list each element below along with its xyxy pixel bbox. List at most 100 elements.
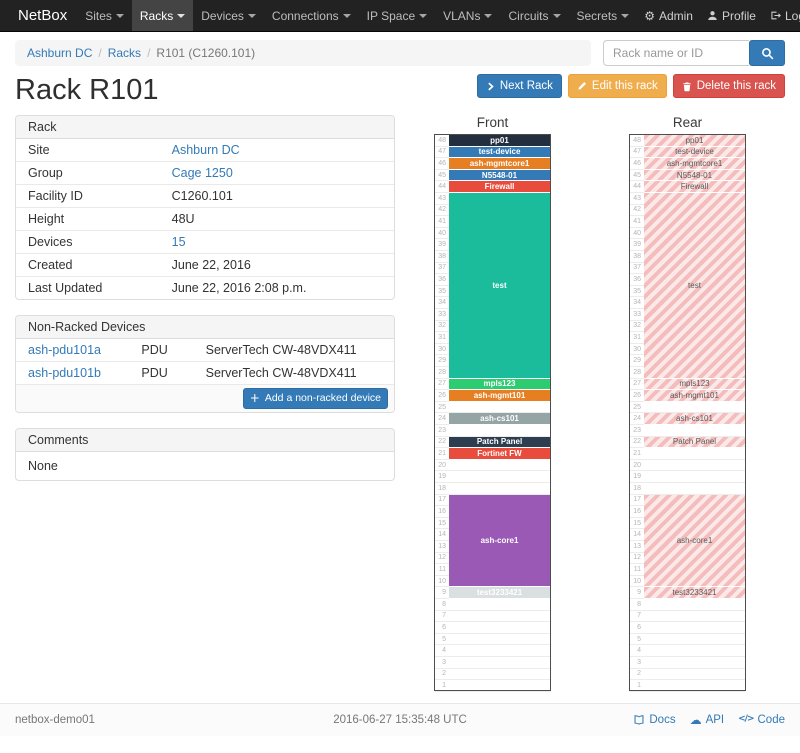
add-non-racked-device-button[interactable]: + Add a non-racked device	[242, 388, 388, 409]
unit-number: 16	[633, 507, 641, 515]
unit-number: 44	[438, 183, 446, 191]
unit-number: 8	[637, 600, 641, 608]
breadcrumb-link-ashburn-dc[interactable]: Ashburn DC	[27, 46, 93, 60]
unit-number: 15	[438, 519, 446, 527]
unit-number: 46	[438, 159, 446, 167]
rack-device-ash-cs101[interactable]: ash-cs101	[644, 413, 745, 425]
unit-number: 23	[438, 426, 446, 434]
unit-number: 38	[438, 252, 446, 260]
unit-number: 11	[438, 565, 446, 573]
footer-link-docs[interactable]: Docs	[633, 714, 676, 726]
attr-value-link[interactable]: Cage 1250	[171, 166, 233, 180]
rack-device-n5548-01[interactable]: N5548-01	[644, 169, 745, 182]
comments-panel: Comments None	[15, 427, 395, 481]
rack-device-n5548-01[interactable]: N5548-01	[449, 169, 550, 182]
unit-number: 22	[633, 438, 641, 446]
rack-unit-19: 19	[435, 471, 550, 483]
nav-item-log-out[interactable]: Log out	[763, 0, 800, 31]
rack-device-ash-mgmt101[interactable]: ash-mgmt101	[644, 390, 745, 402]
nav-item-profile[interactable]: Profile	[700, 0, 763, 31]
attr-value-link[interactable]: 15	[171, 235, 186, 249]
unit-number: 45	[633, 171, 641, 179]
non-racked-panel: Non-Racked Devices ash-pdu101a PDU ServerT…	[15, 315, 395, 413]
nav-item-admin[interactable]: ⚙ Admin	[637, 0, 700, 31]
nav-item-vlans[interactable]: VLANs	[435, 0, 500, 31]
rack-device-patch-panel[interactable]: Patch Panel	[644, 436, 745, 449]
rack-unit-6: 6	[630, 622, 745, 634]
rack-unit-23: 23	[435, 425, 550, 437]
delete-rack-button[interactable]: Delete this rack	[672, 74, 785, 99]
brand[interactable]: NetBox	[18, 7, 68, 24]
rack-attr-row: Created June 22, 2016	[16, 253, 394, 277]
page-footer: netbox-demo01 2016-06-27 15:35:48 UTC Do…	[0, 702, 800, 736]
unit-number: 7	[442, 612, 446, 620]
unit-number: 4	[442, 647, 446, 655]
rack-device-ash-mgmtcore1[interactable]: ash-mgmtcore1	[644, 158, 745, 170]
attr-value-link[interactable]: Ashburn DC	[171, 143, 240, 157]
rack-unit-4: 4	[435, 645, 550, 657]
unit-number: 2	[637, 670, 641, 678]
breadcrumb-link-racks[interactable]: Racks	[107, 46, 142, 60]
device-link-ash-pdu101a[interactable]: ash-pdu101a	[28, 343, 101, 357]
footer-link-code[interactable]: </> Code	[738, 714, 785, 726]
rack-device-pp01[interactable]: pp01	[449, 135, 550, 147]
unit-number: 6	[637, 623, 641, 631]
nav-item-racks[interactable]: Racks	[131, 0, 194, 31]
edit-rack-button[interactable]: Edit this rack	[567, 74, 667, 99]
rack-unit-1: 1	[435, 680, 550, 692]
rack-attr-row: Devices 15	[16, 230, 394, 254]
rack-device-test3233421[interactable]: test3233421	[644, 587, 745, 599]
rack-device-firewall[interactable]: Firewall	[644, 181, 745, 193]
rack-device-mpls123[interactable]: mpls123	[449, 378, 550, 391]
unit-number: 41	[438, 217, 446, 225]
rack-device-test3233421[interactable]: test3233421	[449, 587, 550, 599]
unit-number: 6	[442, 623, 446, 631]
unit-number: 12	[633, 554, 641, 562]
nav-item-label: Devices	[201, 8, 244, 23]
search-input[interactable]	[603, 40, 749, 66]
rack-device-test[interactable]: test	[449, 193, 550, 379]
rack-device-ash-mgmtcore1[interactable]: ash-mgmtcore1	[449, 158, 550, 170]
unit-number: 43	[633, 194, 641, 202]
unit-number: 44	[633, 183, 641, 191]
rack-device-test-device[interactable]: test-device	[449, 146, 550, 159]
nav-item-ip-space[interactable]: IP Space	[359, 0, 435, 31]
footer-link-api[interactable]: ☁ API	[690, 714, 725, 726]
breadcrumb-separator: /	[98, 46, 102, 60]
rack-unit-6: 6	[435, 622, 550, 634]
rack-device-ash-core1[interactable]: ash-core1	[644, 494, 745, 588]
unit-number: 13	[438, 542, 446, 550]
nav-item-circuits[interactable]: Circuits	[500, 0, 568, 31]
logout-icon	[770, 10, 781, 21]
rack-device-firewall[interactable]: Firewall	[449, 181, 550, 193]
rack-device-test-device[interactable]: test-device	[644, 146, 745, 159]
unit-number: 1	[637, 681, 641, 689]
footer-link-label: API	[705, 713, 725, 726]
rack-device-ash-core1[interactable]: ash-core1	[449, 494, 550, 588]
unit-number: 9	[637, 589, 641, 597]
rack-unit-8: 8	[435, 599, 550, 611]
next-rack-button[interactable]: Next Rack	[476, 74, 562, 99]
rack-attr-row: Last Updated June 22, 2016 2:08 p.m.	[16, 277, 394, 300]
nav-item-secrets[interactable]: Secrets	[569, 0, 638, 31]
unit-number: 8	[442, 600, 446, 608]
unit-number: 28	[633, 368, 641, 376]
unit-number: 34	[633, 299, 641, 307]
search-button[interactable]	[749, 40, 785, 66]
unit-number: 21	[633, 449, 641, 457]
rack-device-test[interactable]: test	[644, 193, 745, 379]
unit-number: 33	[438, 310, 446, 318]
unit-number: 18	[438, 484, 446, 492]
unit-number: 3	[637, 658, 641, 666]
device-link-ash-pdu101b[interactable]: ash-pdu101b	[28, 366, 101, 380]
rack-device-pp01[interactable]: pp01	[644, 135, 745, 147]
rack-device-ash-cs101[interactable]: ash-cs101	[449, 413, 550, 425]
rack-device-ash-mgmt101[interactable]: ash-mgmt101	[449, 390, 550, 402]
unit-number: 45	[438, 171, 446, 179]
rack-device-mpls123[interactable]: mpls123	[644, 378, 745, 391]
nav-item-connections[interactable]: Connections	[264, 0, 359, 31]
rack-device-fortinet-fw[interactable]: Fortinet FW	[449, 448, 550, 460]
nav-item-sites[interactable]: Sites	[77, 0, 132, 31]
rack-device-patch-panel[interactable]: Patch Panel	[449, 436, 550, 449]
nav-item-devices[interactable]: Devices	[193, 0, 264, 31]
